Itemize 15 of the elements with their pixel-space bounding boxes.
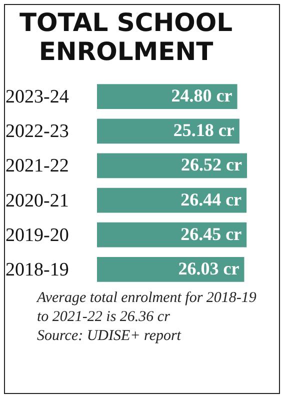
y-tick-label: 2019-20	[6, 224, 69, 246]
y-tick-label: 2020-21	[6, 190, 69, 212]
data-label: 26.03 cr	[178, 258, 240, 278]
data-label: 26.45 cr	[180, 224, 242, 244]
data-label: 26.52 cr	[181, 154, 242, 175]
y-tick-label: 2023-24	[6, 86, 70, 108]
text: Average total enrolment for 2018-19 to 2021-22 is 26.36 cr	[37, 289, 258, 327]
chart-title: TOTAL SCHOOL ENROLMENT	[19, 8, 233, 66]
data-label: 25.18 cr	[173, 120, 234, 140]
source-note: Source: UDISE+ report	[37, 327, 182, 346]
data-label: 24.80 cr	[171, 86, 232, 106]
y-tick-label: 2022-23	[6, 121, 69, 142]
y-tick-label: 2018-19	[6, 259, 69, 280]
y-tick-label: 2021-22	[6, 156, 69, 177]
data-label: 26.44 cr	[180, 189, 242, 210]
